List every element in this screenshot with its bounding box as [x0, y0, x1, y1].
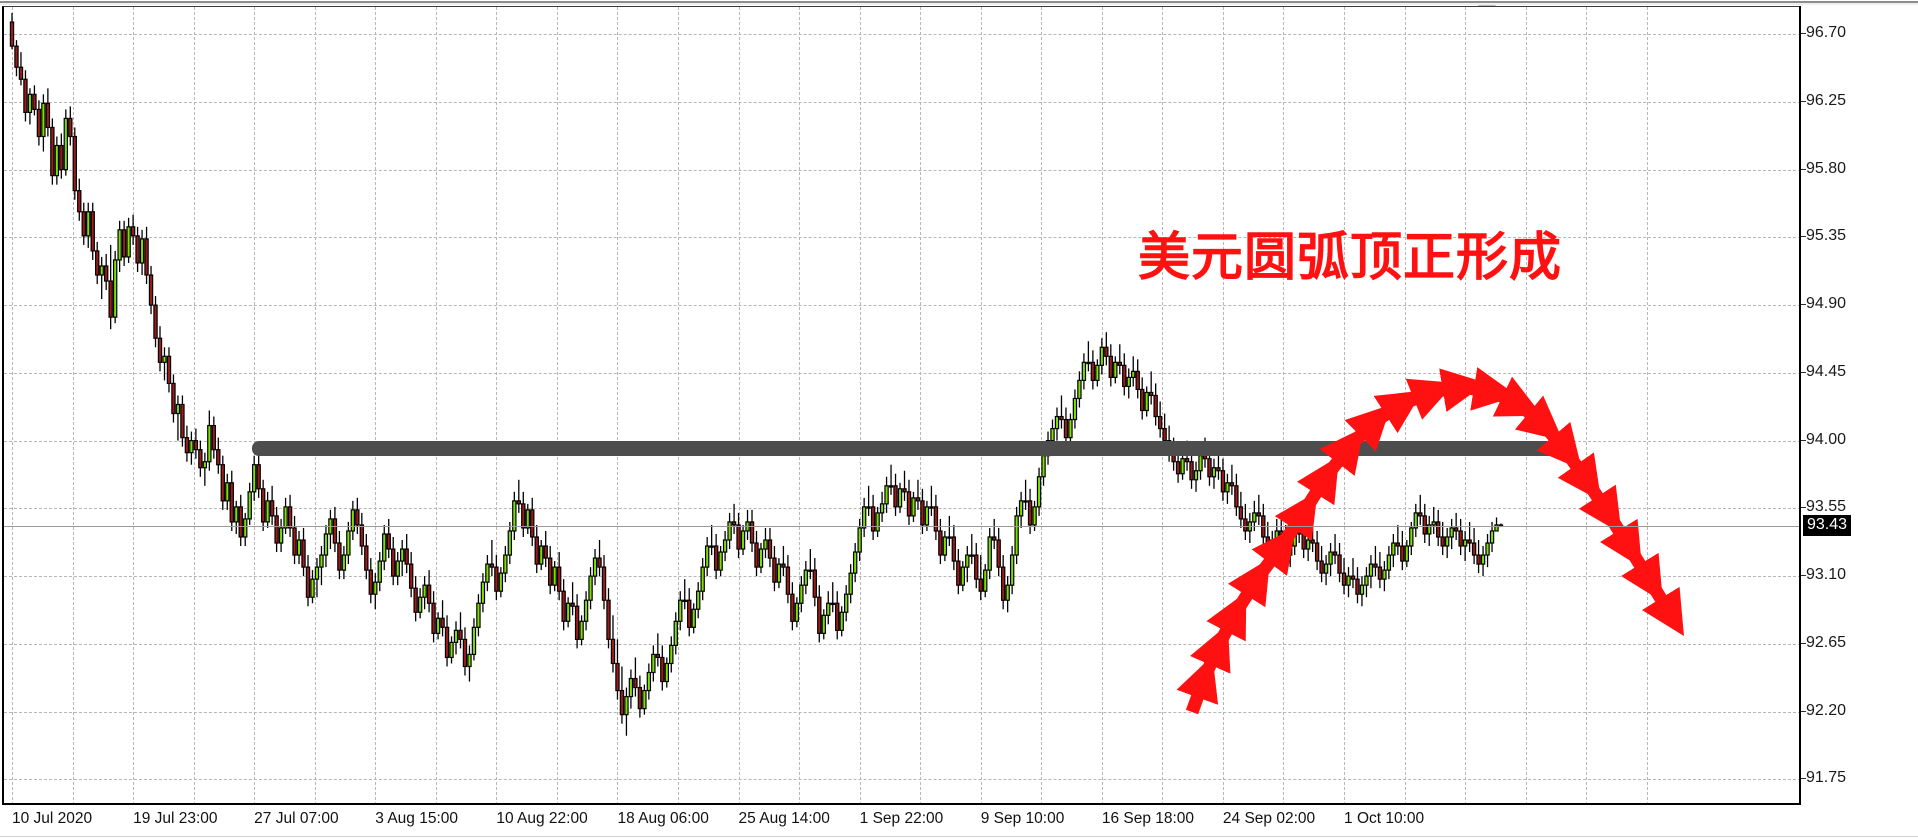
price-axis-label: 96.70: [1806, 24, 1847, 42]
gridline-horizontal: [4, 711, 1799, 713]
candlestick-series: [9, 13, 1504, 736]
time-axis-label: 1 Oct 10:00: [1344, 810, 1425, 827]
price-tick: [1801, 507, 1806, 509]
price-axis-label: 91.75: [1806, 769, 1847, 787]
toolbar-strip: [0, 0, 1918, 5]
price-tick: [1801, 236, 1806, 238]
price-axis-label: 93.55: [1806, 498, 1847, 516]
gridline-vertical: [1344, 7, 1346, 804]
time-axis-label: 9 Sep 10:00: [980, 810, 1065, 827]
gridline-vertical: [1162, 7, 1164, 804]
current-price-badge: 93.43: [1803, 515, 1852, 537]
time-axis-label: 27 Jul 07:00: [254, 810, 339, 827]
price-axis-label: 95.80: [1806, 159, 1847, 177]
price-tick: [1801, 371, 1806, 373]
gridline-vertical: [678, 7, 679, 804]
gridline-vertical: [254, 7, 256, 804]
gridline-horizontal: [4, 101, 1799, 103]
price-axis-label: 94.00: [1806, 430, 1847, 448]
time-axis-label: 24 Sep 02:00: [1222, 810, 1316, 827]
gridline-horizontal: [4, 779, 1799, 781]
gridline-vertical: [72, 7, 74, 804]
gridline-horizontal: [4, 237, 1799, 239]
time-axis-label: 25 Aug 14:00: [738, 810, 830, 827]
gridline-vertical: [1101, 7, 1103, 804]
gridline-vertical: [314, 7, 316, 804]
gridline-vertical: [617, 7, 619, 804]
time-axis-label: 10 Aug 22:00: [496, 810, 588, 827]
time-axis-line: [2, 803, 1799, 805]
rounded-top-arrow-arc: [1176, 367, 1684, 715]
gridline-horizontal: [4, 305, 1799, 307]
price-tick: [1801, 304, 1806, 306]
price-tick: [1801, 575, 1806, 577]
price-axis-line: [1799, 6, 1801, 805]
chart-plot-area[interactable]: [2, 6, 1799, 804]
price-tick: [1801, 33, 1806, 35]
gridline-horizontal: [4, 576, 1799, 578]
gridline-vertical: [980, 7, 982, 804]
gridline-vertical: [496, 7, 498, 804]
current-price-line: [4, 526, 1799, 528]
price-axis-label: 96.25: [1806, 91, 1847, 109]
time-axis-baseline: [0, 836, 1918, 837]
price-tick: [1801, 710, 1806, 712]
gridline-vertical: [1283, 7, 1285, 804]
gridline-vertical: [920, 7, 922, 804]
annotation-label: 美元圆弧顶正形成: [1138, 229, 1563, 287]
gridline-vertical: [12, 7, 13, 804]
gridline-horizontal: [4, 643, 1799, 645]
price-axis-label: 92.65: [1806, 633, 1847, 651]
gridline-vertical: [1586, 7, 1588, 804]
gridline-vertical: [1222, 7, 1224, 804]
gridline-vertical: [738, 7, 740, 804]
gridline-horizontal: [4, 372, 1799, 374]
price-tick: [1801, 100, 1806, 102]
time-axis-label: 10 Jul 2020: [12, 810, 93, 827]
resistance-band[interactable]: [252, 441, 1574, 457]
price-tick: [1801, 642, 1806, 644]
price-axis-label: 93.10: [1806, 566, 1847, 584]
time-axis-label: 18 Aug 06:00: [617, 810, 709, 827]
gridline-vertical: [859, 7, 861, 804]
price-axis-label: 94.45: [1806, 362, 1847, 380]
price-tick: [1801, 168, 1806, 170]
price-tick: [1801, 439, 1806, 441]
gridline-horizontal: [4, 440, 1799, 442]
gridline-horizontal: [4, 508, 1799, 510]
time-axis-label: 16 Sep 18:00: [1101, 810, 1195, 827]
price-axis-label: 94.90: [1806, 295, 1847, 313]
gridline-vertical: [1646, 7, 1648, 804]
gridline-vertical: [1041, 7, 1043, 804]
gridline-vertical: [193, 7, 195, 804]
time-axis-label: 3 Aug 15:00: [375, 810, 459, 827]
price-axis-label: 95.35: [1806, 227, 1847, 245]
gridline-vertical: [133, 7, 135, 804]
gridline-vertical: [556, 7, 558, 804]
price-tick: [1801, 778, 1806, 780]
gridline-vertical: [435, 7, 437, 804]
gridline-horizontal: [4, 169, 1799, 171]
gridline-vertical: [375, 7, 377, 804]
gridline-vertical: [799, 7, 801, 804]
time-axis-label: 19 Jul 23:00: [133, 810, 218, 827]
time-axis-label: 1 Sep 22:00: [859, 810, 944, 827]
gridline-horizontal: [4, 34, 1799, 36]
price-axis-label: 92.20: [1806, 701, 1847, 719]
